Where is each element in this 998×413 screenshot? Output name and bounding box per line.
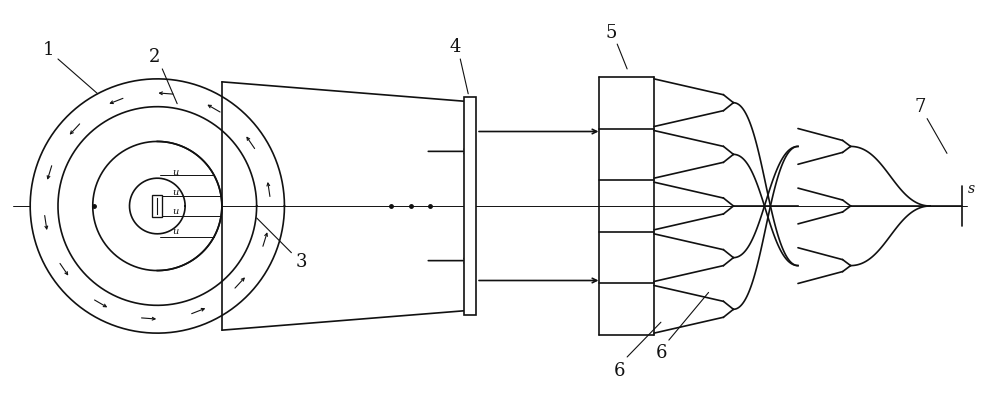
Text: u: u [173, 207, 179, 216]
Text: 2: 2 [149, 48, 160, 66]
Text: u: u [173, 187, 179, 196]
Text: 6: 6 [614, 361, 625, 379]
Text: u: u [173, 227, 179, 236]
Bar [153, 196, 163, 217]
Text: 1: 1 [42, 41, 54, 59]
Text: 7: 7 [914, 97, 926, 115]
Text: 3: 3 [295, 252, 307, 270]
Text: 6: 6 [656, 343, 668, 361]
Text: 5: 5 [606, 24, 617, 42]
Text: s: s [968, 182, 975, 196]
Text: 4: 4 [450, 38, 461, 56]
Bar [464, 97, 476, 316]
Text: u: u [173, 167, 179, 176]
